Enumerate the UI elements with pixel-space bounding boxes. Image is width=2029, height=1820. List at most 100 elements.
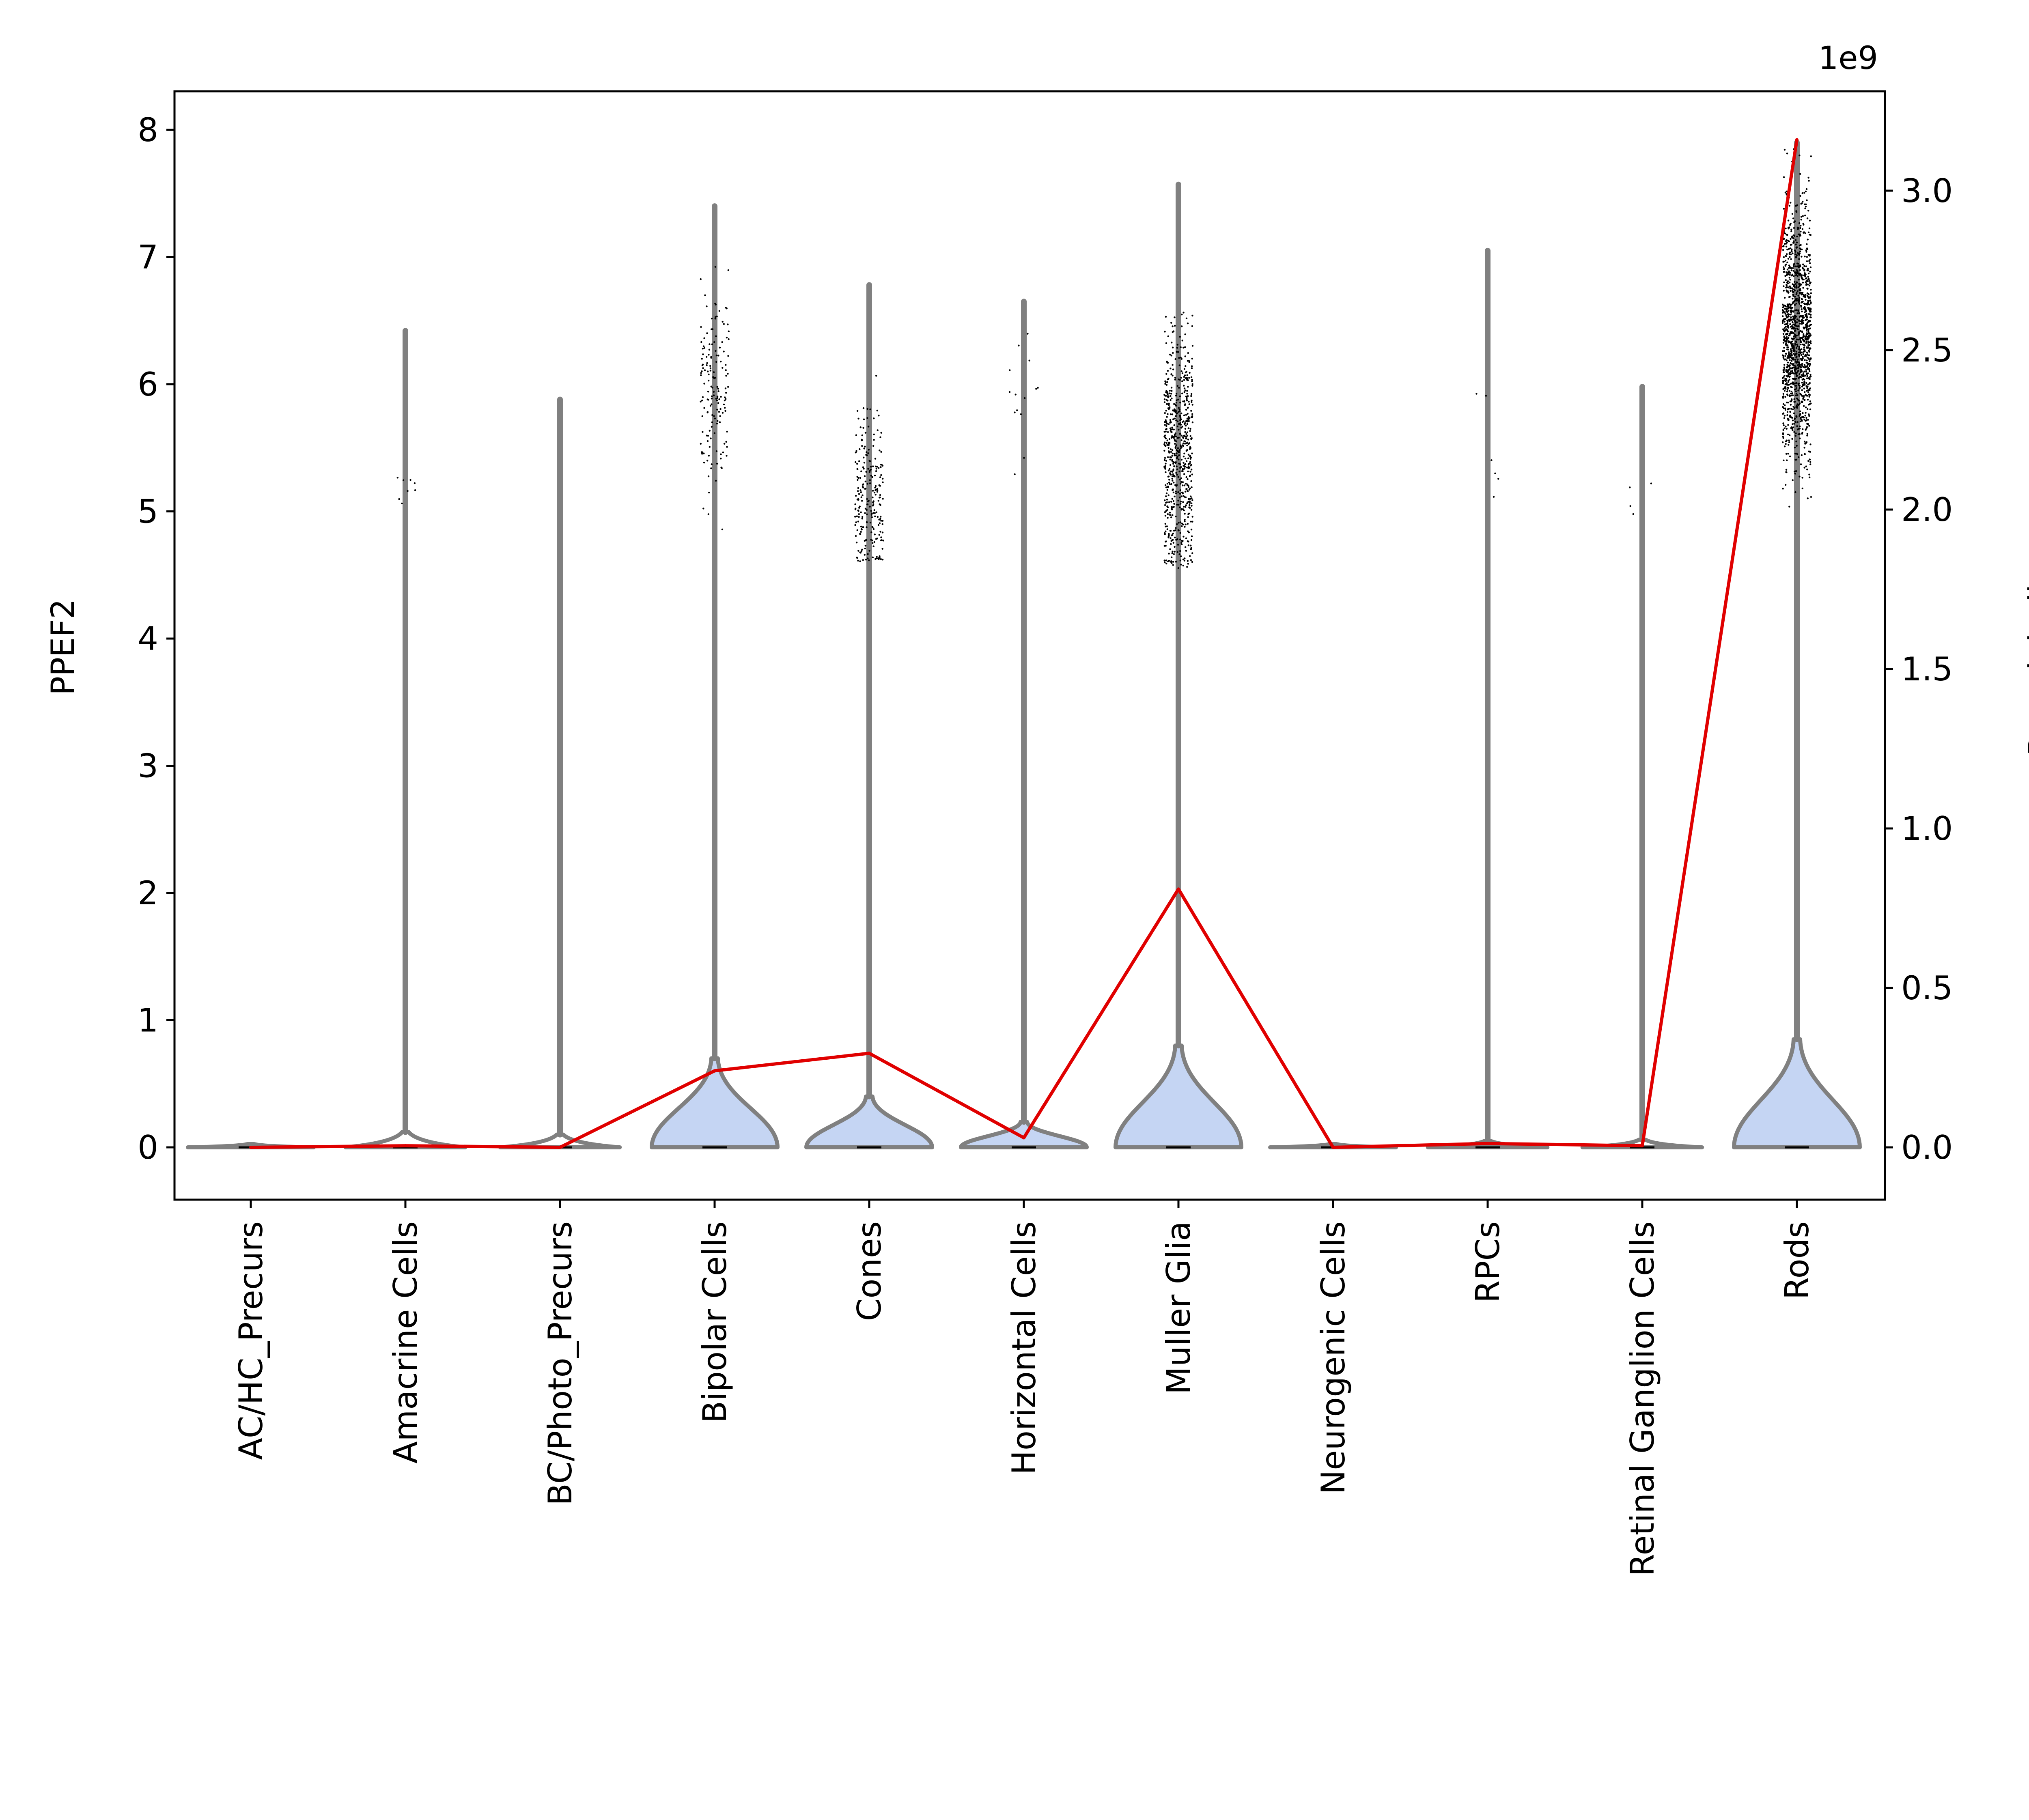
- data-point: [1171, 426, 1173, 428]
- data-point: [1016, 409, 1018, 411]
- data-point: [1798, 400, 1800, 402]
- data-point: [703, 337, 705, 339]
- data-point: [1182, 442, 1185, 445]
- data-point: [1790, 362, 1792, 364]
- data-point: [1171, 342, 1173, 344]
- data-point: [1795, 373, 1798, 375]
- data-point: [872, 556, 874, 559]
- data-point: [728, 330, 730, 332]
- data-point: [1805, 412, 1807, 414]
- data-point: [1190, 480, 1192, 482]
- data-point: [1174, 417, 1176, 420]
- data-point: [715, 361, 717, 363]
- data-point: [1801, 248, 1803, 250]
- data-point: [879, 516, 882, 518]
- data-point: [1809, 295, 1811, 297]
- data-point: [1180, 435, 1183, 437]
- data-point: [855, 461, 857, 463]
- data-point: [1180, 501, 1182, 503]
- data-point: [1185, 414, 1187, 416]
- data-point: [869, 408, 871, 411]
- data-point: [1798, 312, 1801, 314]
- data-point: [862, 407, 865, 409]
- data-point: [725, 369, 727, 371]
- data-point: [1796, 394, 1799, 396]
- data-point: [1191, 452, 1193, 454]
- data-point: [1786, 394, 1789, 396]
- data-point: [1788, 439, 1790, 441]
- data-point: [871, 526, 874, 528]
- data-point: [1165, 410, 1167, 412]
- data-point: [1799, 297, 1801, 299]
- data-point: [873, 491, 876, 494]
- data-point: [1165, 460, 1167, 462]
- data-point: [1187, 427, 1190, 429]
- data-point: [1785, 353, 1787, 355]
- data-point: [1183, 379, 1185, 381]
- data-point: [1802, 343, 1804, 346]
- data-point: [1191, 345, 1194, 347]
- data-point: [1191, 516, 1193, 518]
- data-point: [1806, 295, 1809, 297]
- data-point: [1794, 458, 1796, 461]
- data-point: [700, 374, 702, 376]
- data-point: [1177, 447, 1179, 449]
- data-point: [878, 415, 880, 417]
- data-point: [1178, 428, 1180, 431]
- y2-axis-label: Pseudobulk: [2023, 575, 2029, 756]
- data-point: [1188, 403, 1190, 405]
- data-point: [1173, 553, 1175, 555]
- data-point: [1804, 415, 1806, 417]
- data-point: [1785, 286, 1787, 289]
- data-point: [1803, 373, 1805, 375]
- data-point: [1187, 486, 1190, 488]
- data-point: [869, 482, 871, 484]
- data-point: [1801, 354, 1803, 356]
- pseudobulk-vertex: [249, 1146, 252, 1149]
- y2-tick-label: 2.5: [1901, 331, 1953, 369]
- data-point: [1782, 422, 1784, 424]
- data-point: [1791, 338, 1793, 340]
- data-point: [1795, 470, 1797, 472]
- x-tick-label: Horizontal Cells: [1005, 1221, 1043, 1475]
- data-point: [1191, 365, 1193, 367]
- data-point: [1784, 313, 1786, 315]
- data-point: [1183, 368, 1186, 370]
- data-point: [1176, 420, 1179, 422]
- data-point: [1186, 467, 1188, 469]
- data-point: [1794, 289, 1796, 292]
- data-point: [1795, 351, 1797, 353]
- data-point: [715, 450, 718, 452]
- data-point: [1799, 273, 1802, 275]
- data-point: [874, 485, 877, 487]
- data-point: [1783, 176, 1785, 178]
- data-point: [713, 432, 716, 434]
- pseudobulk-vertex: [1331, 1146, 1335, 1149]
- data-point: [722, 451, 724, 454]
- data-point: [1803, 295, 1805, 297]
- data-point: [1803, 294, 1805, 296]
- data-point: [1173, 461, 1175, 463]
- data-point: [1167, 535, 1170, 538]
- data-point: [1187, 443, 1190, 445]
- data-point: [1800, 219, 1802, 221]
- data-point: [722, 321, 724, 323]
- data-point: [1799, 373, 1801, 375]
- data-point: [1187, 490, 1189, 492]
- data-point: [1807, 272, 1810, 275]
- data-point: [702, 345, 705, 347]
- data-point: [1808, 473, 1810, 475]
- data-point: [1172, 418, 1174, 420]
- data-point: [857, 521, 859, 523]
- data-point: [880, 558, 882, 560]
- data-point: [1485, 395, 1487, 397]
- point-cloud: [700, 266, 730, 531]
- data-point: [1175, 393, 1178, 395]
- data-point: [1788, 248, 1790, 250]
- data-point: [1790, 230, 1792, 232]
- data-point: [1801, 319, 1803, 321]
- data-point: [1799, 154, 1801, 157]
- data-point: [1799, 234, 1801, 237]
- data-point: [1806, 375, 1808, 377]
- data-point: [863, 468, 865, 470]
